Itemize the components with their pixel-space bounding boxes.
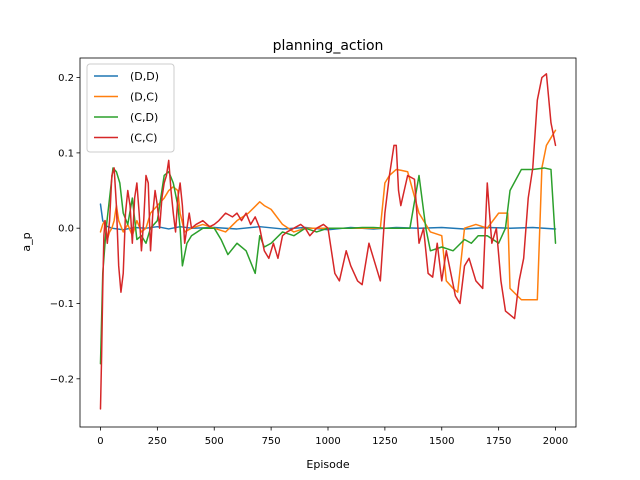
legend-entry: (D,D) — [130, 70, 159, 83]
y-tick-label: −0.2 — [50, 374, 74, 385]
legend: (D,D) (D,C) (C,D) (C,C) — [86, 63, 175, 153]
plot-area — [79, 57, 577, 428]
x-tick-label: 1500 — [429, 436, 454, 447]
y-axis-ticks: −0.2 −0.1 0.0 0.1 0.2 — [50, 73, 80, 385]
y-tick-label: 0.2 — [58, 73, 74, 84]
legend-entry: (D,C) — [130, 91, 158, 104]
x-tick-label: 250 — [148, 436, 167, 447]
y-tick-label: 0.0 — [58, 224, 74, 235]
y-axis-label: a_p — [20, 232, 33, 251]
y-tick-label: 0.1 — [58, 148, 74, 159]
x-tick-label: 1250 — [372, 436, 397, 447]
legend-entry: (C,D) — [130, 111, 158, 124]
chart-title: planning_action — [273, 38, 384, 54]
series-line-2 — [99, 129, 557, 301]
x-axis-ticks: 0 250 500 750 1000 1250 1500 1750 2000 — [97, 427, 568, 447]
x-tick-label: 0 — [97, 436, 103, 447]
series-line-4 — [99, 73, 557, 410]
x-axis-label: Episode — [306, 458, 349, 471]
x-tick-label: 2000 — [543, 436, 568, 447]
legend-items: (D,D) (D,C) (C,D) (C,C) — [94, 70, 159, 145]
y-tick-label: −0.1 — [50, 299, 74, 310]
x-tick-label: 750 — [262, 436, 281, 447]
series-layer — [99, 73, 557, 410]
legend-entry: (C,C) — [130, 132, 157, 145]
x-tick-label: 500 — [205, 436, 224, 447]
x-tick-label: 1750 — [486, 436, 511, 447]
legend-box — [86, 63, 175, 153]
x-tick-label: 1000 — [315, 436, 340, 447]
